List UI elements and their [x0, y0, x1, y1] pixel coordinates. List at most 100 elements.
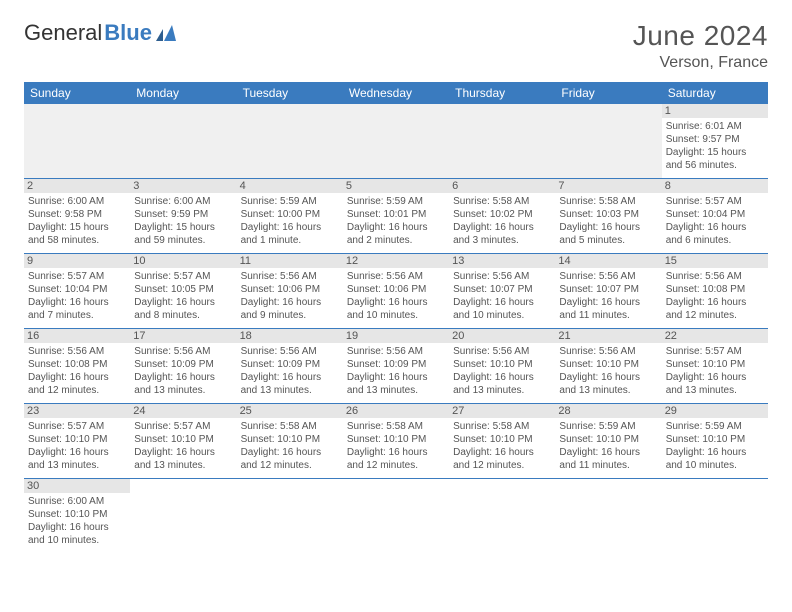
calendar-cell: 25Sunrise: 5:58 AMSunset: 10:10 PMDaylig… — [237, 404, 343, 479]
cell-line: Daylight: 16 hours — [241, 296, 339, 309]
day-number: 8 — [662, 179, 768, 193]
calendar-cell — [237, 104, 343, 179]
cell-line: Sunrise: 5:56 AM — [241, 270, 339, 283]
calendar-cell — [662, 479, 768, 554]
cell-line: Daylight: 16 hours — [453, 371, 551, 384]
cell-line: and 13 minutes. — [134, 384, 232, 397]
day-number: 19 — [343, 329, 449, 343]
cell-line: Sunrise: 5:59 AM — [559, 420, 657, 433]
cell-line: Sunset: 10:08 PM — [28, 358, 126, 371]
cell-line: Sunset: 10:10 PM — [666, 433, 764, 446]
cell-line: Daylight: 16 hours — [347, 221, 445, 234]
calendar-cell: 6Sunrise: 5:58 AMSunset: 10:02 PMDayligh… — [449, 179, 555, 254]
weekday-header: Sunday — [24, 82, 130, 104]
day-number: 15 — [662, 254, 768, 268]
cell-line: Sunrise: 5:56 AM — [666, 270, 764, 283]
cell-line: Daylight: 16 hours — [559, 221, 657, 234]
day-number: 28 — [555, 404, 661, 418]
cell-line: and 13 minutes. — [347, 384, 445, 397]
cell-line: Sunset: 10:04 PM — [666, 208, 764, 221]
cell-line: Sunrise: 5:56 AM — [28, 345, 126, 358]
cell-line: Sunrise: 5:57 AM — [28, 420, 126, 433]
cell-line: and 12 minutes. — [666, 309, 764, 322]
cell-line: Daylight: 16 hours — [453, 296, 551, 309]
calendar-cell: 28 Sunrise: 5:59 AMSunset: 10:10 PMDaylig… — [555, 404, 661, 479]
calendar-cell: 29Sunrise: 5:59 AMSunset: 10:10 PMDaylig… — [662, 404, 768, 479]
cell-line: Sunset: 10:10 PM — [559, 433, 657, 446]
calendar-cell — [24, 104, 130, 179]
calendar-cell: 30Sunrise: 6:00 AMSunset: 10:10 PMDaylig… — [24, 479, 130, 554]
cell-line: Daylight: 16 hours — [134, 371, 232, 384]
cell-line: and 7 minutes. — [28, 309, 126, 322]
calendar-cell: 20Sunrise: 5:56 AMSunset: 10:10 PMDaylig… — [449, 329, 555, 404]
cell-line: Daylight: 16 hours — [559, 371, 657, 384]
day-number: 13 — [449, 254, 555, 268]
cell-line: Sunset: 9:59 PM — [134, 208, 232, 221]
cell-line: Sunset: 10:08 PM — [666, 283, 764, 296]
cell-line: Daylight: 16 hours — [453, 221, 551, 234]
calendar-cell — [343, 479, 449, 554]
cell-line: Sunset: 10:09 PM — [134, 358, 232, 371]
calendar-cell: 8Sunrise: 5:57 AMSunset: 10:04 PMDayligh… — [662, 179, 768, 254]
cell-line: Sunrise: 5:57 AM — [134, 270, 232, 283]
day-number: 6 — [449, 179, 555, 193]
cell-line: Daylight: 16 hours — [347, 371, 445, 384]
cell-line: Sunset: 10:10 PM — [347, 433, 445, 446]
day-number: 14 — [555, 254, 661, 268]
cell-line: Sunrise: 5:58 AM — [453, 195, 551, 208]
day-number: 23 — [24, 404, 130, 418]
cell-line: Daylight: 16 hours — [666, 296, 764, 309]
header: GeneralBlue June 2024 Verson, France — [24, 20, 768, 72]
cell-line: Daylight: 16 hours — [559, 446, 657, 459]
calendar-cell: 2Sunrise: 6:00 AMSunset: 9:58 PMDaylight… — [24, 179, 130, 254]
cell-line: Sunset: 10:07 PM — [559, 283, 657, 296]
brand-part2: Blue — [104, 20, 152, 46]
day-number: 12 — [343, 254, 449, 268]
cell-line: and 8 minutes. — [134, 309, 232, 322]
cell-line: Sunset: 10:10 PM — [28, 433, 126, 446]
cell-line: Sunset: 10:10 PM — [666, 358, 764, 371]
month-title: June 2024 — [633, 20, 768, 52]
calendar-cell: 17Sunrise: 5:56 AMSunset: 10:09 PMDaylig… — [130, 329, 236, 404]
day-number: 21 — [555, 329, 661, 343]
cell-line: Daylight: 16 hours — [134, 446, 232, 459]
cell-line: Daylight: 16 hours — [666, 371, 764, 384]
calendar-cell: 18Sunrise: 5:56 AMSunset: 10:09 PMDaylig… — [237, 329, 343, 404]
cell-line: and 9 minutes. — [241, 309, 339, 322]
day-number: 27 — [449, 404, 555, 418]
cell-line: Sunset: 10:01 PM — [347, 208, 445, 221]
calendar-row: 1Sunrise: 6:01 AMSunset: 9:57 PMDaylight… — [24, 104, 768, 179]
calendar-row: 9Sunrise: 5:57 AMSunset: 10:04 PMDayligh… — [24, 254, 768, 329]
cell-line: Sunset: 10:10 PM — [453, 433, 551, 446]
cell-line: Sunrise: 5:56 AM — [241, 345, 339, 358]
cell-line: Sunrise: 5:56 AM — [559, 270, 657, 283]
calendar-body: 1Sunrise: 6:01 AMSunset: 9:57 PMDaylight… — [24, 104, 768, 553]
weekday-header: Saturday — [662, 82, 768, 104]
cell-line: Sunset: 10:03 PM — [559, 208, 657, 221]
cell-line: Sunrise: 5:59 AM — [241, 195, 339, 208]
calendar-cell — [237, 479, 343, 554]
cell-line: and 12 minutes. — [347, 459, 445, 472]
day-number: 30 — [24, 479, 130, 493]
cell-line: and 59 minutes. — [134, 234, 232, 247]
cell-line: Sunrise: 5:58 AM — [347, 420, 445, 433]
cell-line: Sunrise: 5:57 AM — [28, 270, 126, 283]
cell-line: and 1 minute. — [241, 234, 339, 247]
cell-line: Sunrise: 5:56 AM — [453, 345, 551, 358]
day-number: 29 — [662, 404, 768, 418]
calendar-table: SundayMondayTuesdayWednesdayThursdayFrid… — [24, 82, 768, 553]
day-number: 5 — [343, 179, 449, 193]
day-number: 11 — [237, 254, 343, 268]
weekday-header: Tuesday — [237, 82, 343, 104]
calendar-cell: 14 Sunrise: 5:56 AMSunset: 10:07 PMDaylig… — [555, 254, 661, 329]
cell-line: and 13 minutes. — [134, 459, 232, 472]
cell-line: and 12 minutes. — [241, 459, 339, 472]
cell-line: Daylight: 16 hours — [559, 296, 657, 309]
cell-line: Daylight: 16 hours — [241, 446, 339, 459]
cell-line: Daylight: 15 hours — [28, 221, 126, 234]
cell-line: Sunrise: 5:56 AM — [453, 270, 551, 283]
cell-line: Sunrise: 5:58 AM — [241, 420, 339, 433]
cell-line: Sunset: 10:07 PM — [453, 283, 551, 296]
calendar-cell: 13 Sunrise: 5:56 AMSunset: 10:07 PMDaylig… — [449, 254, 555, 329]
day-number: 24 — [130, 404, 236, 418]
